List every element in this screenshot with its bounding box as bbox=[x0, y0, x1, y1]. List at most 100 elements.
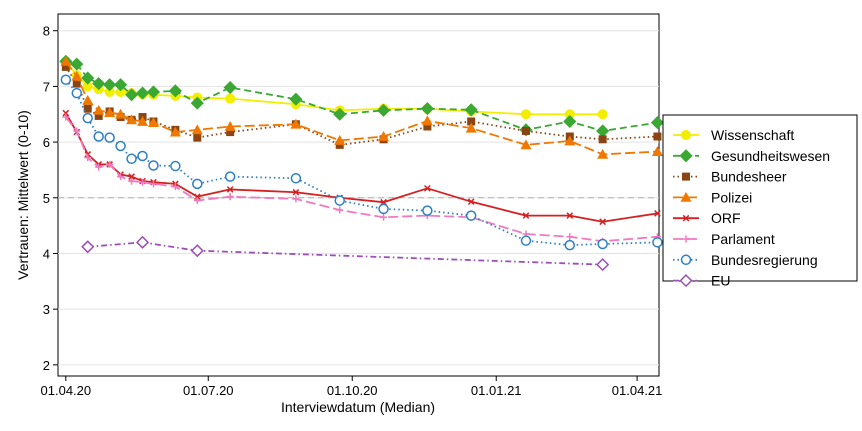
data-point bbox=[520, 139, 532, 150]
data-point bbox=[682, 172, 690, 181]
data-point bbox=[190, 96, 204, 110]
data-point bbox=[95, 163, 103, 171]
series-orf bbox=[62, 109, 661, 226]
data-point bbox=[93, 131, 104, 142]
data-point bbox=[223, 80, 237, 95]
data-point bbox=[148, 160, 159, 171]
data-point bbox=[465, 122, 477, 133]
data-point bbox=[83, 104, 92, 113]
legend-label: Gesundheitswesen bbox=[711, 148, 830, 164]
y-axis-title: Vertrauen: Mittelwert (0-10) bbox=[15, 110, 31, 280]
legend-item: Parlament bbox=[673, 231, 775, 247]
data-point bbox=[115, 108, 127, 119]
data-point bbox=[128, 173, 135, 180]
series-eu bbox=[81, 235, 610, 272]
data-point bbox=[60, 55, 72, 66]
data-point bbox=[566, 233, 574, 241]
data-point bbox=[106, 160, 114, 168]
legend-label: Bundesregierung bbox=[711, 252, 818, 268]
x-tick-label: 01.10.20 bbox=[327, 383, 378, 398]
data-point bbox=[137, 150, 148, 162]
y-tick-label: 3 bbox=[43, 302, 50, 317]
data-point bbox=[597, 109, 608, 120]
series-layer bbox=[59, 54, 664, 272]
data-point bbox=[70, 57, 84, 71]
data-point bbox=[422, 205, 433, 216]
data-point bbox=[292, 195, 300, 203]
data-point bbox=[599, 218, 606, 226]
data-point bbox=[520, 109, 531, 120]
data-point bbox=[71, 87, 83, 99]
legend-label: Wissenschaft bbox=[711, 127, 794, 143]
data-point bbox=[226, 186, 234, 193]
data-point bbox=[465, 210, 477, 221]
data-point bbox=[680, 191, 692, 202]
data-point bbox=[226, 193, 234, 201]
legend-item: Bundesheer bbox=[673, 169, 787, 185]
y-axis: 2 3 4 5 6 7 8 bbox=[43, 24, 58, 373]
data-point bbox=[146, 85, 161, 99]
data-point bbox=[168, 84, 182, 98]
legend-label: Polizei bbox=[711, 189, 752, 205]
data-point bbox=[563, 114, 577, 129]
data-point bbox=[290, 173, 302, 184]
data-point bbox=[467, 198, 475, 206]
data-point bbox=[424, 184, 431, 192]
data-point bbox=[334, 134, 346, 145]
data-point bbox=[464, 103, 478, 117]
data-point bbox=[104, 132, 115, 143]
data-point bbox=[84, 154, 92, 162]
data-point bbox=[224, 171, 236, 182]
data-point bbox=[520, 235, 532, 246]
data-point bbox=[423, 122, 432, 131]
data-point bbox=[335, 140, 344, 149]
data-point bbox=[521, 126, 530, 135]
data-point bbox=[652, 237, 663, 248]
data-point bbox=[334, 195, 345, 206]
data-point bbox=[421, 115, 433, 126]
data-point bbox=[61, 62, 70, 71]
data-point bbox=[191, 124, 203, 135]
data-point bbox=[126, 114, 138, 125]
legend-item: Polizei bbox=[673, 189, 752, 205]
data-point bbox=[225, 93, 236, 104]
data-point bbox=[103, 78, 117, 92]
data-point bbox=[193, 133, 202, 142]
y-tick-label: 2 bbox=[43, 358, 50, 373]
x-tick-label: 01.04.21 bbox=[612, 383, 663, 398]
series-line bbox=[65, 79, 658, 247]
data-point bbox=[380, 213, 388, 221]
data-point bbox=[597, 238, 608, 250]
legend-item: Bundesregierung bbox=[673, 252, 818, 268]
data-point bbox=[597, 148, 609, 159]
data-point bbox=[654, 210, 661, 217]
data-point bbox=[378, 131, 390, 141]
data-point bbox=[292, 188, 300, 196]
data-point bbox=[420, 102, 434, 116]
data-point bbox=[82, 94, 94, 105]
x-axis: 01.04.20 01.07.20 01.10.20 01.01.21 01.04.21 bbox=[41, 376, 663, 398]
x-tick-label: 01.07.20 bbox=[183, 383, 234, 398]
data-point bbox=[60, 74, 72, 85]
y-tick-label: 6 bbox=[43, 135, 50, 150]
data-point bbox=[651, 146, 663, 156]
data-point bbox=[190, 244, 204, 258]
data-point bbox=[128, 177, 136, 185]
plot-area bbox=[57, 13, 660, 377]
data-point bbox=[104, 107, 116, 117]
y-tick-label: 5 bbox=[43, 191, 50, 206]
data-point bbox=[680, 254, 692, 266]
y-tick-label: 7 bbox=[43, 79, 50, 94]
data-point bbox=[650, 116, 664, 130]
legend-label: Bundesheer bbox=[711, 169, 787, 185]
data-point bbox=[137, 115, 149, 126]
data-point bbox=[682, 214, 690, 222]
x-tick-label: 01.04.20 bbox=[41, 383, 92, 398]
data-point bbox=[598, 135, 607, 144]
data-point bbox=[94, 111, 103, 120]
data-point bbox=[114, 78, 128, 92]
data-point bbox=[679, 149, 693, 163]
data-point bbox=[679, 274, 693, 288]
legend-label: Parlament bbox=[711, 231, 775, 247]
